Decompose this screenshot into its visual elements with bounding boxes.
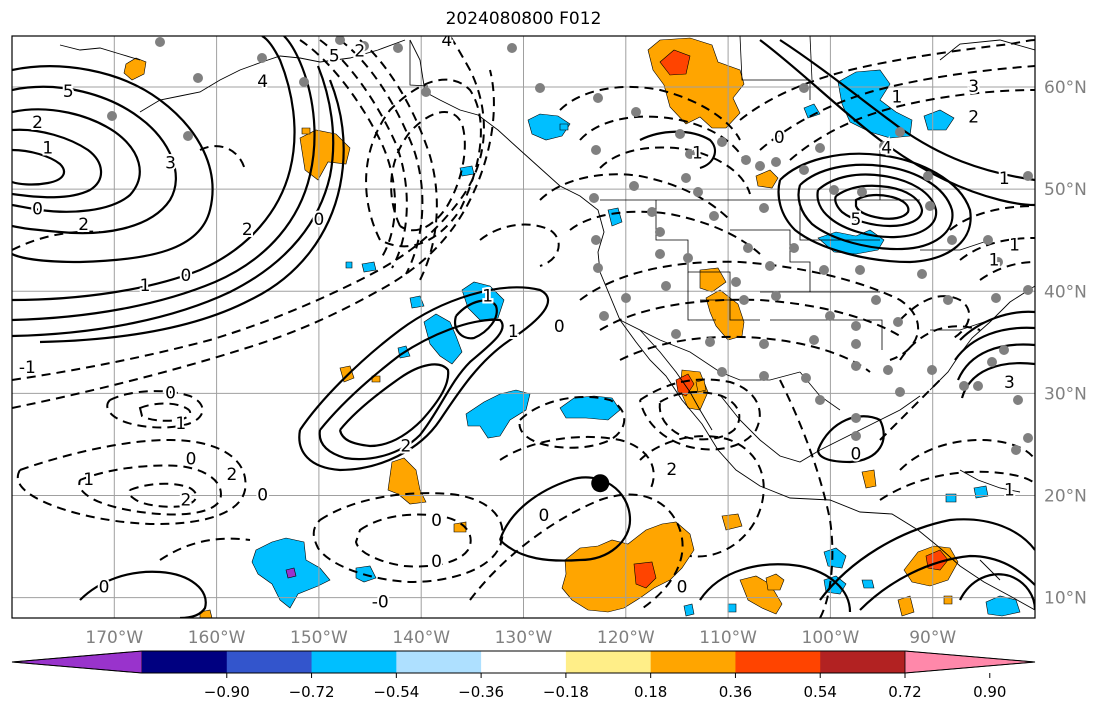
colorbar-swatch bbox=[481, 651, 567, 673]
contour-label: 0 bbox=[677, 577, 688, 597]
longitude-tick-label: 150°W bbox=[290, 628, 348, 648]
latitude-tick-label: 30°N bbox=[1044, 384, 1087, 404]
contour-label: 4 bbox=[881, 138, 892, 158]
colorbar-tick-label: −0.54 bbox=[373, 683, 419, 701]
contour-label: 2 bbox=[666, 460, 677, 480]
longitude-tick-label: 130°W bbox=[495, 628, 553, 648]
contour-label: 1 bbox=[1009, 235, 1020, 255]
longitude-tick-label: 90°W bbox=[909, 628, 956, 648]
storm-position-marker bbox=[591, 474, 610, 493]
contour-label: 0 bbox=[32, 200, 43, 220]
colorbar-swatch bbox=[650, 651, 736, 673]
contour-label: 0 bbox=[774, 128, 785, 148]
colorbar-extend-high bbox=[904, 650, 1036, 674]
contour-label: 1 bbox=[989, 251, 1000, 271]
colorbar-swatch bbox=[565, 651, 652, 673]
station-dots bbox=[107, 36, 1033, 455]
contour-label: 4 bbox=[257, 72, 268, 92]
negative-contours bbox=[12, 36, 1035, 618]
longitude-tick-label: 120°W bbox=[597, 628, 655, 648]
latitude-tick-label: 40°N bbox=[1044, 282, 1087, 302]
longitude-tick-label: 110°W bbox=[699, 628, 757, 648]
contour-label: 1 bbox=[83, 470, 94, 490]
contour-label: 0 bbox=[313, 210, 324, 230]
contour-label: 0 bbox=[165, 383, 176, 403]
contour-label: 0 bbox=[851, 445, 862, 465]
contour-label: 0 bbox=[431, 552, 442, 572]
colorbar-tick-labels: −0.90 −0.72 −0.54 −0.36 −0.18 0.18 0.36 0.54 0.7… bbox=[204, 673, 1006, 701]
colorbar-swatch bbox=[735, 651, 821, 673]
contour-label: 1 bbox=[482, 286, 493, 306]
colorbar-tick-label: 0.72 bbox=[888, 683, 921, 701]
latitude-tick-label: 10°N bbox=[1044, 589, 1087, 609]
contour-label: 1 bbox=[1004, 480, 1015, 500]
latitude-tick-label: 50°N bbox=[1044, 180, 1087, 200]
longitude-tick-label: 170°W bbox=[85, 628, 143, 648]
contour-label: 1 bbox=[999, 169, 1010, 189]
contour-label: 1 bbox=[692, 143, 703, 163]
colorbar-swatch bbox=[226, 651, 313, 673]
colorbar-tick-label: 0.54 bbox=[804, 683, 837, 701]
colorbar-tick-label: 0.90 bbox=[973, 683, 1006, 701]
contour-label: 0 bbox=[257, 485, 268, 505]
colorbar-outline bbox=[11, 650, 1036, 674]
contour-label: -0 bbox=[372, 593, 389, 613]
contour-label: 2 bbox=[227, 465, 238, 485]
contour-label: 3 bbox=[968, 77, 979, 97]
chart-title: 2024080800 F012 bbox=[445, 9, 602, 29]
contour-label: 2 bbox=[968, 108, 979, 128]
contour-label: 3 bbox=[165, 154, 176, 174]
contour-label: 2 bbox=[32, 113, 43, 133]
contour-label: 1 bbox=[175, 414, 186, 434]
contour-label: 5 bbox=[63, 82, 74, 102]
longitude-tick-label: 160°W bbox=[188, 628, 246, 648]
colorbar-tick-label: 0.36 bbox=[719, 683, 752, 701]
latitude-tick-label: 60°N bbox=[1044, 78, 1087, 98]
longitude-tick-labels: 170°W 160°W 150°W 140°W 130°W 120°W 110°W 100°W… bbox=[85, 628, 956, 648]
contour-label: 1 bbox=[508, 322, 519, 342]
colorbar bbox=[11, 650, 1036, 674]
colorbar-extend-low bbox=[11, 650, 143, 674]
colorbar-tick-label: 0.18 bbox=[634, 683, 667, 701]
political-borders bbox=[409, 36, 991, 411]
contour-label: 0 bbox=[99, 577, 110, 597]
contour-label: 0 bbox=[186, 450, 197, 470]
positive-contours bbox=[12, 36, 1035, 618]
colorbar-swatch bbox=[142, 651, 228, 673]
contour-label: 2 bbox=[78, 215, 89, 235]
contour-label: -1 bbox=[19, 358, 36, 378]
colorbar-swatch bbox=[820, 651, 906, 673]
colorbar-tick-label: −0.36 bbox=[458, 683, 504, 701]
colorbar-swatch bbox=[396, 651, 482, 673]
contour-label: 0 bbox=[554, 317, 565, 337]
contour-label: 0 bbox=[539, 506, 550, 526]
contour-label: 1 bbox=[891, 87, 902, 107]
contour-label: 2 bbox=[180, 491, 191, 511]
contour-label: 3 bbox=[1004, 373, 1015, 393]
contour-label: 5 bbox=[851, 210, 862, 230]
contour-label: 2 bbox=[400, 436, 411, 456]
colorbar-tick-label: −0.72 bbox=[289, 683, 335, 701]
contour-label: 1 bbox=[140, 276, 151, 296]
contour-label: 1 bbox=[42, 138, 53, 158]
colorbar-swatch bbox=[311, 651, 397, 673]
longitude-tick-label: 140°W bbox=[392, 628, 450, 648]
latitude-tick-labels: 60°N 50°N 40°N 30°N 20°N 10°N bbox=[1044, 78, 1087, 609]
contour-label: 0 bbox=[180, 266, 191, 286]
map-frame bbox=[11, 35, 1036, 619]
contour-label: 2 bbox=[242, 220, 253, 240]
latitude-tick-label: 20°N bbox=[1044, 486, 1087, 506]
contour-label: 4 bbox=[441, 31, 452, 51]
contour-label: 2 bbox=[354, 41, 365, 61]
colorbar-tick-label: −0.90 bbox=[204, 683, 250, 701]
colorbar-tick-label: −0.18 bbox=[543, 683, 589, 701]
contour-label: 0 bbox=[431, 511, 442, 531]
contour-label: 5 bbox=[329, 46, 340, 66]
longitude-tick-label: 100°W bbox=[802, 628, 860, 648]
